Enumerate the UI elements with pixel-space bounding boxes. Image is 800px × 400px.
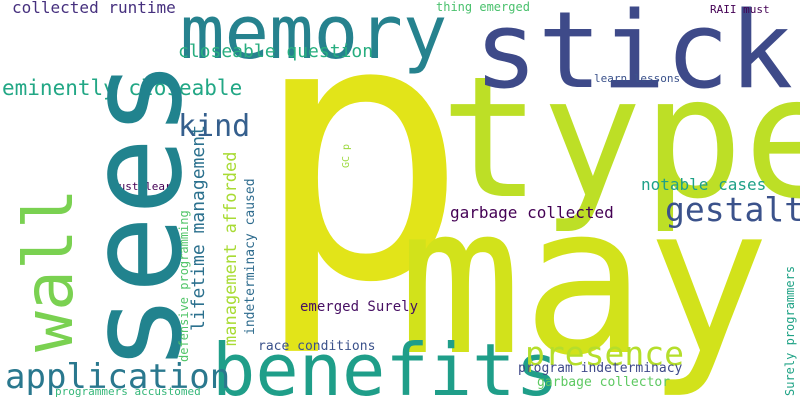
word-type: type: [440, 40, 800, 236]
word-lifetime-management: lifetime management: [188, 125, 209, 331]
word-wall: wall: [10, 188, 89, 352]
word-notable-cases: notable cases: [641, 175, 767, 194]
word-may: may: [398, 161, 771, 400]
word-learn-lessons: learn lessons: [594, 72, 681, 85]
word-raii-must: RAII must: [710, 3, 770, 16]
word-program-indeterminacy: program indeterminacy: [518, 361, 683, 376]
word-garbage-collected: garbage collected: [450, 203, 614, 222]
word-garbage-collector: garbage collector: [537, 375, 671, 390]
word-thing-emerged: thing emerged: [436, 0, 530, 14]
word-sticks: sticks: [474, 0, 800, 112]
word-must-learn: must learn: [112, 180, 179, 193]
word-kind: kind: [178, 109, 251, 144]
word-emerged-surely: emerged Surely: [300, 299, 419, 315]
word-closeable-question: closeable question: [178, 41, 374, 62]
word-eminently-closeable: eminently closeable: [2, 76, 243, 100]
word-application: application: [5, 357, 231, 397]
word-management-afforded: management afforded: [221, 151, 241, 346]
word-presence: presence: [525, 334, 684, 373]
word-gestalt: gestalt: [665, 190, 800, 229]
word-indeterminacy-caused: indeterminacy caused: [243, 178, 258, 335]
word-benefits: benefits: [212, 328, 559, 400]
word-gc-p: GC p: [341, 143, 352, 168]
word-p: p: [252, 0, 469, 361]
word-race-conditions: race conditions: [258, 339, 376, 354]
word-memory: memory: [180, 0, 448, 76]
word-programmers-accustomed: programmers accustomed: [55, 385, 201, 398]
word-defensive-programming: defensive programming: [177, 210, 191, 362]
word-surely-programmers: Surely programmers: [783, 265, 797, 396]
word-collected-runtime: collected runtime: [12, 0, 176, 17]
